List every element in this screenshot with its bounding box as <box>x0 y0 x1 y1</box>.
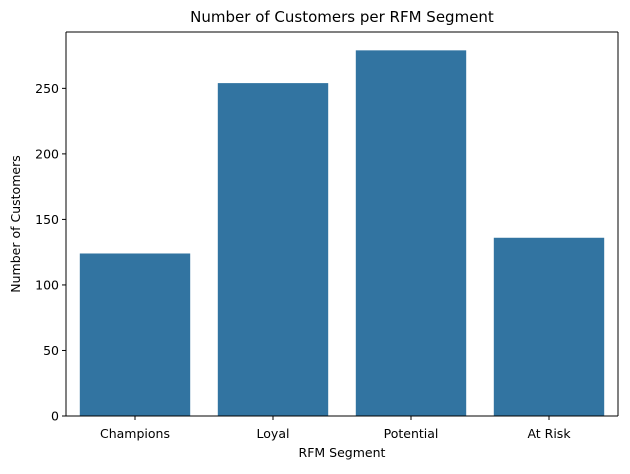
y-axis-label: Number of Customers <box>8 155 23 292</box>
bars-layer <box>79 50 605 417</box>
bar-champions <box>79 253 191 416</box>
chart-title: Number of Customers per RFM Segment <box>190 8 494 26</box>
bar-loyal <box>217 83 329 417</box>
x-tick-label: At Risk <box>527 426 571 441</box>
y-tick-label: 250 <box>35 81 59 96</box>
x-tick-label: Loyal <box>257 426 290 441</box>
y-tick-label: 200 <box>35 146 59 161</box>
y-tick-label: 50 <box>43 343 59 358</box>
y-axis-ticks: 0 50 100 150 200 250 <box>35 81 66 424</box>
y-tick-label: 0 <box>51 409 59 424</box>
y-tick-label: 100 <box>35 277 59 292</box>
x-tick-label: Potential <box>384 426 439 441</box>
bar-at-risk <box>493 237 605 416</box>
x-axis-ticks: Champions Loyal Potential At Risk <box>100 416 571 441</box>
x-tick-label: Champions <box>100 426 170 441</box>
bar-potential <box>355 50 467 417</box>
x-axis-label: RFM Segment <box>299 445 386 460</box>
y-tick-label: 150 <box>35 212 59 227</box>
